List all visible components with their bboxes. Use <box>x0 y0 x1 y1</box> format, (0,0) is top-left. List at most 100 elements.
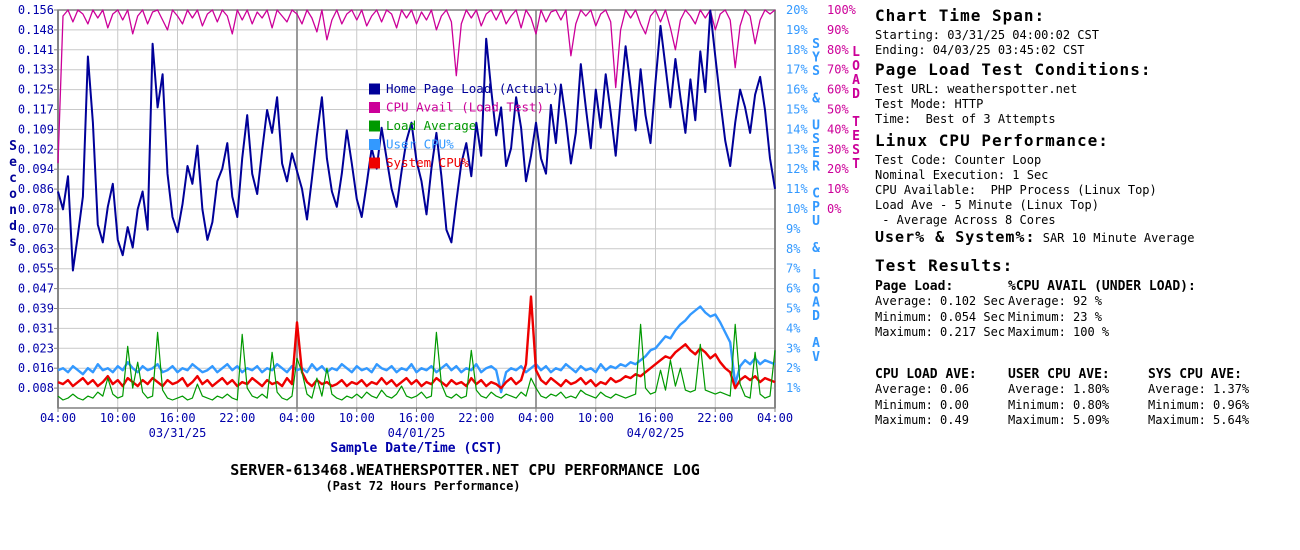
result-heading: Page Load: <box>875 279 954 294</box>
svg-text:R: R <box>812 159 820 174</box>
result-minimum: Minimum: 0.00 <box>875 397 969 412</box>
result-heading: %CPU AVAIL (UNDER LOAD): <box>1008 279 1196 294</box>
results-row-1: Page Load: Average: 0.102 Sec Minimum: 0… <box>875 279 1196 353</box>
result-heading: USER CPU AVE: <box>1008 367 1110 382</box>
svg-text:S: S <box>812 37 820 52</box>
svg-text:S: S <box>812 132 820 147</box>
svg-text:0.133: 0.133 <box>18 63 54 77</box>
svg-text:9%: 9% <box>786 222 801 236</box>
svg-text:20%: 20% <box>827 162 849 176</box>
svg-text:0.078: 0.078 <box>18 202 54 216</box>
svg-text:04:00: 04:00 <box>40 411 76 425</box>
svg-text:40%: 40% <box>827 122 849 136</box>
svg-text:0.102: 0.102 <box>18 142 54 156</box>
result-minimum: Minimum: 0.96% <box>1148 397 1250 412</box>
svg-text:Sample Date/Time (CST): Sample Date/Time (CST) <box>330 441 502 456</box>
svg-text:4%: 4% <box>786 321 801 335</box>
svg-text:6%: 6% <box>786 282 801 296</box>
svg-text:10:00: 10:00 <box>578 411 614 425</box>
svg-text:0.023: 0.023 <box>18 341 54 355</box>
svg-text:0.063: 0.063 <box>18 242 54 256</box>
chart-subtitle: (Past 72 Hours Performance) <box>325 479 520 493</box>
section-user-system: User% & System%: SAR 10 Minute Average <box>875 228 1194 246</box>
svg-text:A: A <box>852 73 860 88</box>
section-test-results: Test Results: Page Load: Average: 0.102 … <box>875 256 1249 441</box>
svg-text:3%: 3% <box>786 341 801 355</box>
plot-grid <box>57 9 776 412</box>
svg-text:2%: 2% <box>786 361 801 375</box>
svg-text:10:00: 10:00 <box>100 411 136 425</box>
svg-text:0.070: 0.070 <box>18 222 54 236</box>
svg-text:10%: 10% <box>827 182 849 196</box>
svg-text:17%: 17% <box>786 63 808 77</box>
svg-text:04:00: 04:00 <box>518 411 554 425</box>
svg-text:22:00: 22:00 <box>458 411 494 425</box>
linux-cpu-line: - Average Across 8 Cores <box>875 213 1056 227</box>
svg-text:S: S <box>9 139 17 154</box>
svg-text:T: T <box>852 157 860 172</box>
svg-text:90%: 90% <box>827 23 849 37</box>
svg-text:50%: 50% <box>827 103 849 117</box>
svg-text:10:00: 10:00 <box>339 411 375 425</box>
svg-text:O: O <box>852 59 860 74</box>
svg-text:16%: 16% <box>786 83 808 97</box>
svg-text:1%: 1% <box>786 381 801 395</box>
svg-text:User CPU%: User CPU% <box>386 137 454 152</box>
svg-text:D: D <box>812 309 820 324</box>
svg-text:8%: 8% <box>786 242 801 256</box>
svg-text:E: E <box>852 129 860 144</box>
section-heading: Test Results: <box>875 256 1014 275</box>
linux-cpu-line: Load Ave - 5 Minute (Linux Top) <box>875 198 1099 212</box>
svg-text:&: & <box>812 241 820 256</box>
svg-text:20%: 20% <box>786 3 808 17</box>
svg-text:Home Page Load (Actual): Home Page Load (Actual) <box>386 81 559 96</box>
svg-text:0.016: 0.016 <box>18 361 54 375</box>
section-heading: Chart Time Span: <box>875 6 1046 25</box>
time-span-ending: Ending: 04/03/25 03:45:02 CST <box>875 43 1085 57</box>
legend-swatch-icon <box>369 139 380 150</box>
result-average: Average: 92 % <box>1008 294 1102 308</box>
legend-swatch-icon <box>369 120 380 132</box>
svg-text:d: d <box>9 219 17 234</box>
svg-text:U: U <box>812 119 820 134</box>
svg-text:0.008: 0.008 <box>18 381 54 395</box>
svg-text:c: c <box>9 171 17 186</box>
svg-text:19%: 19% <box>786 23 808 37</box>
svg-text:Y: Y <box>812 51 820 66</box>
svg-text:0.086: 0.086 <box>18 182 54 196</box>
series-lines <box>57 9 776 401</box>
svg-text:0.141: 0.141 <box>18 43 54 57</box>
svg-text:04/02/25: 04/02/25 <box>627 426 685 440</box>
results-row-2: CPU LOAD AVE: Average: 0.06 Minimum: 0.0… <box>875 367 1249 441</box>
svg-text:T: T <box>852 115 860 130</box>
svg-text:S: S <box>812 64 820 79</box>
result-minimum: Minimum: 0.054 Sec <box>875 309 1006 324</box>
load-test-axis: 100%90%80%70%60%50%40%30%20%10%0%LOADTES… <box>827 3 860 216</box>
svg-text:04:00: 04:00 <box>757 411 793 425</box>
svg-text:A: A <box>812 336 820 351</box>
test-url: Test URL: weatherspotter.net <box>875 82 1078 96</box>
svg-text:E: E <box>812 146 820 161</box>
svg-text:0.031: 0.031 <box>18 321 54 335</box>
x-axis-labels: 04:00 10:00 16:00 22:00 04:00 10:00 16:00 22:00… <box>40 411 793 456</box>
svg-text:22:00: 22:00 <box>697 411 733 425</box>
svg-text:0.055: 0.055 <box>18 262 54 276</box>
result-page-load: Page Load: Average: 0.102 Sec Minimum: 0… <box>875 279 1005 341</box>
linux-cpu-line: Test Code: Counter Loop <box>875 153 1042 167</box>
result-average: Average: 1.80% <box>1008 382 1110 396</box>
time-span-starting: Starting: 03/31/25 04:00:02 CST <box>875 28 1099 42</box>
svg-text:0.109: 0.109 <box>18 122 54 136</box>
result-cpu-avail: %CPU AVAIL (UNDER LOAD): Average: 92 % M… <box>1008 279 1196 341</box>
svg-text:A: A <box>812 295 820 310</box>
svg-text:0.148: 0.148 <box>18 23 54 37</box>
svg-text:O: O <box>812 282 820 297</box>
result-maximum: Maximum: 100 % <box>1008 325 1110 339</box>
chart-title: SERVER-613468.WEATHERSPOTTER.NET CPU PER… <box>230 461 700 479</box>
svg-text:0.039: 0.039 <box>18 302 54 316</box>
svg-text:s: s <box>9 235 17 250</box>
chart-titles: SERVER-613468.WEATHERSPOTTER.NET CPU PER… <box>230 461 700 493</box>
svg-text:CPU Avail (Load Test): CPU Avail (Load Test) <box>386 100 544 115</box>
result-heading: CPU LOAD AVE: <box>875 367 977 382</box>
result-average: Average: 0.102 Sec <box>875 294 1006 308</box>
svg-text:03/31/25: 03/31/25 <box>149 426 207 440</box>
